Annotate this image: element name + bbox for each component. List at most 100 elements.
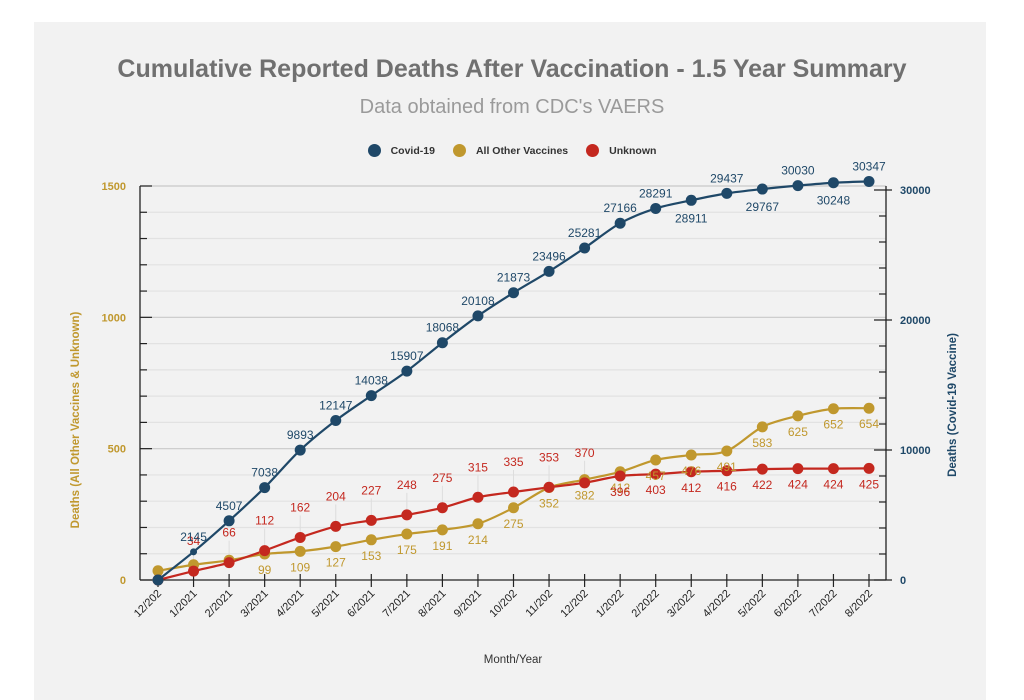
point-covid-19 bbox=[508, 287, 519, 299]
data-label-covid-19: 9893 bbox=[287, 428, 314, 442]
data-label-unknown: 416 bbox=[717, 480, 737, 494]
point-covid-19 bbox=[401, 365, 413, 377]
point-unknown bbox=[579, 477, 591, 489]
data-label-unknown: 66 bbox=[222, 526, 236, 540]
x-tick-label: 8/2022 bbox=[843, 588, 875, 620]
point-unknown bbox=[188, 565, 200, 577]
point-all-other-vaccines bbox=[721, 445, 733, 457]
data-label-covid-19: 27166 bbox=[603, 201, 637, 215]
data-label-covid-19: 20108 bbox=[461, 294, 495, 308]
data-label-unknown: 424 bbox=[823, 478, 843, 492]
point-covid-19 bbox=[294, 444, 306, 456]
data-label-all-other-vaccines: 382 bbox=[575, 489, 595, 503]
y-left-tick-label: 500 bbox=[108, 444, 126, 456]
point-covid-19 bbox=[190, 548, 198, 556]
data-label-covid-19: 21873 bbox=[497, 271, 531, 285]
point-unknown bbox=[827, 463, 839, 475]
point-covid-19 bbox=[827, 177, 839, 189]
data-label-unknown: 422 bbox=[752, 478, 772, 492]
data-label-all-other-vaccines: 625 bbox=[788, 425, 808, 439]
x-axis-title: Month/Year bbox=[484, 654, 543, 666]
point-all-other-vaccines bbox=[792, 410, 804, 422]
data-label-all-other-vaccines: 99 bbox=[258, 563, 272, 577]
point-unknown bbox=[330, 520, 342, 532]
chart-subtitle: Data obtained from CDC's VAERS bbox=[359, 96, 665, 118]
gridlines bbox=[140, 185, 886, 555]
data-label-all-other-vaccines: 275 bbox=[503, 517, 523, 531]
point-unknown bbox=[436, 502, 448, 514]
point-all-other-vaccines bbox=[152, 565, 164, 577]
x-tick-label: 3/2022 bbox=[665, 588, 697, 620]
data-label-covid-19: 30030 bbox=[781, 164, 815, 178]
y-left-tick-label: 1000 bbox=[102, 312, 126, 324]
point-covid-19 bbox=[721, 187, 733, 199]
data-label-covid-19: 30248 bbox=[817, 194, 851, 208]
point-covid-19 bbox=[543, 265, 555, 277]
x-tick-label: 8/2021 bbox=[416, 588, 448, 620]
x-tick-label: 6/2021 bbox=[345, 588, 377, 620]
data-label-unknown: 315 bbox=[468, 460, 488, 474]
point-covid-19 bbox=[152, 574, 164, 586]
point-all-other-vaccines bbox=[508, 502, 519, 514]
y-axis-right-title: Deaths (Covid-19 Vaccine) bbox=[947, 333, 959, 477]
x-tick-label: 1/2021 bbox=[167, 588, 199, 620]
data-label-unknown: 396 bbox=[610, 485, 630, 499]
x-tick-label: 6/2022 bbox=[772, 588, 804, 620]
legend: Covid-19 All Other Vaccines Unknown bbox=[0, 144, 1024, 157]
data-label-all-other-vaccines: 654 bbox=[859, 417, 879, 431]
legend-marker-covid bbox=[367, 144, 381, 157]
data-label-covid-19: 15907 bbox=[390, 349, 424, 363]
data-labels: 99 109 127 153 175 191 214 275 352 382 412 457 476 49… bbox=[180, 159, 886, 577]
data-label-all-other-vaccines: 127 bbox=[326, 556, 346, 570]
legend-item-other[interactable]: All Other Vaccines bbox=[452, 144, 569, 157]
point-unknown bbox=[401, 509, 413, 521]
point-unknown bbox=[508, 486, 519, 498]
point-all-other-vaccines bbox=[472, 518, 484, 530]
legend-marker-unknown bbox=[586, 144, 600, 157]
point-covid-19 bbox=[756, 183, 768, 195]
series-points bbox=[152, 175, 875, 586]
x-tick-label: 2/2022 bbox=[630, 588, 662, 620]
point-unknown bbox=[294, 531, 306, 543]
y-right-tick-label: 10000 bbox=[900, 445, 931, 457]
x-tick-label: 10/202 bbox=[487, 588, 519, 620]
data-label-covid-19: 14038 bbox=[355, 374, 389, 388]
x-tick-label: 4/2022 bbox=[701, 588, 733, 620]
data-label-all-other-vaccines: 652 bbox=[823, 418, 843, 432]
point-covid-19 bbox=[579, 242, 591, 254]
point-all-other-vaccines bbox=[436, 524, 448, 536]
x-tick-label: 7/2021 bbox=[381, 588, 413, 620]
point-covid-19 bbox=[330, 414, 342, 426]
point-unknown bbox=[863, 462, 875, 474]
point-unknown bbox=[365, 514, 377, 526]
y-right-tick-label: 20000 bbox=[900, 315, 931, 327]
data-label-covid-19: 30347 bbox=[852, 159, 886, 173]
data-label-covid-19: 29437 bbox=[710, 171, 744, 185]
data-label-all-other-vaccines: 109 bbox=[290, 560, 310, 574]
y-left-tick-label: 1500 bbox=[102, 181, 126, 193]
x-tick-label: 11/202 bbox=[523, 588, 555, 620]
data-label-unknown: 248 bbox=[397, 478, 417, 492]
data-label-covid-19: 12147 bbox=[319, 398, 353, 412]
legend-item-covid[interactable]: Covid-19 bbox=[367, 144, 435, 157]
legend-item-unknown[interactable]: Unknown bbox=[586, 144, 656, 157]
legend-label-other: All Other Vaccines bbox=[475, 144, 569, 157]
point-unknown bbox=[543, 481, 555, 493]
point-all-other-vaccines bbox=[294, 545, 306, 557]
data-label-all-other-vaccines: 583 bbox=[752, 436, 772, 450]
point-unknown bbox=[685, 466, 697, 478]
data-label-covid-19: 23496 bbox=[532, 249, 566, 263]
y-right-tick-label: 30000 bbox=[900, 185, 931, 197]
y-right-tick-label: 0 bbox=[900, 575, 906, 587]
x-tick-label: 12/202 bbox=[558, 588, 590, 620]
data-label-covid-19: 28911 bbox=[675, 211, 708, 225]
x-tick-label: 5/2021 bbox=[310, 588, 342, 620]
data-label-all-other-vaccines: 191 bbox=[432, 539, 452, 553]
point-all-other-vaccines bbox=[365, 534, 377, 546]
data-label-covid-19: 28291 bbox=[639, 186, 673, 200]
data-label-unknown: 204 bbox=[326, 489, 346, 503]
data-label-unknown: 370 bbox=[575, 446, 595, 460]
point-unknown bbox=[472, 491, 484, 503]
x-tick-label: 4/2021 bbox=[274, 588, 306, 620]
